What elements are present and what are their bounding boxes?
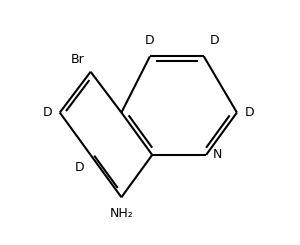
Text: D: D <box>210 34 220 47</box>
Text: D: D <box>145 34 155 47</box>
Text: D: D <box>75 161 85 174</box>
Text: D: D <box>244 106 254 119</box>
Text: NH₂: NH₂ <box>110 207 133 220</box>
Text: N: N <box>212 148 222 161</box>
Text: Br: Br <box>71 53 85 66</box>
Text: D: D <box>43 106 52 119</box>
